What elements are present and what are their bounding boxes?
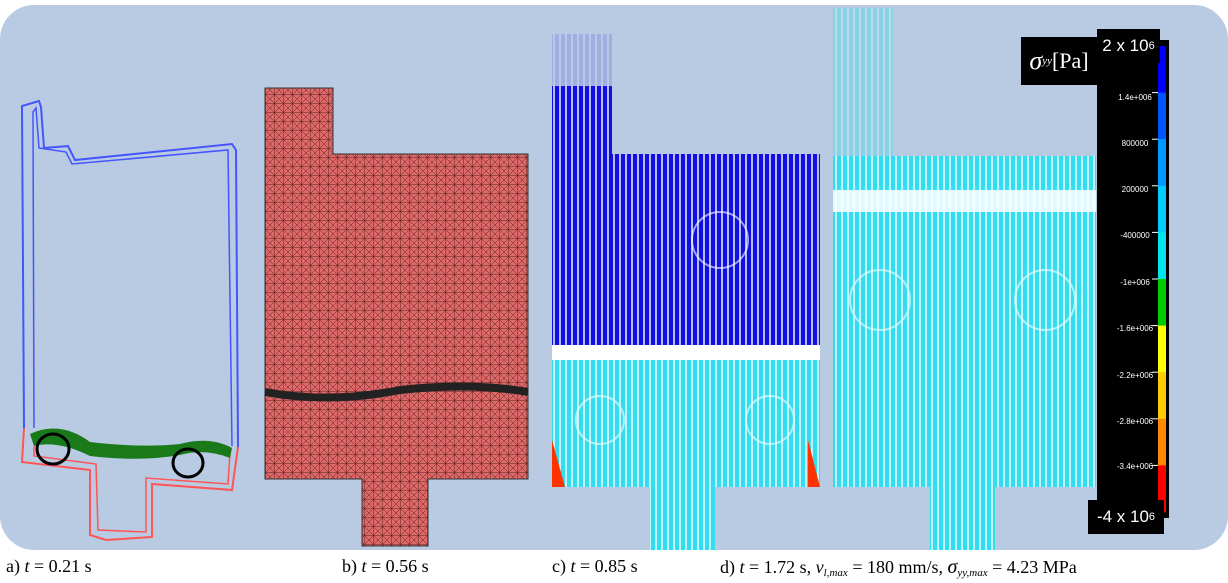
- flow-upper-region: [552, 86, 820, 345]
- panel-d: [833, 8, 1096, 550]
- caption-d: d) t = 1.72 s, vl,max = 180 mm/s, σyy,ma…: [720, 556, 1077, 579]
- colorbar-band: [1158, 325, 1166, 373]
- colorbar-tick: 200000: [1121, 185, 1149, 194]
- flow-lower-region: [552, 360, 820, 550]
- colorbar-band: [1158, 372, 1166, 420]
- colorbar-band: [1158, 465, 1166, 513]
- panel-c: [552, 34, 820, 550]
- colorbar-tick: -2.2e+006: [1116, 371, 1154, 380]
- domain-outline-upper: [20, 99, 239, 448]
- panel-b: [264, 87, 529, 547]
- colorbar-tick: -1e+006: [1120, 278, 1150, 287]
- mesh-domain: [264, 87, 529, 547]
- colorbar-tick: 1.4e+006: [1118, 93, 1152, 102]
- colorbar-band: [1158, 185, 1166, 233]
- panel-a: [20, 99, 239, 542]
- solidified-front: [30, 428, 232, 459]
- colorbar: [1097, 40, 1169, 518]
- caption-c: c) t = 0.85 s: [552, 556, 638, 576]
- defect-marker-right: [171, 447, 205, 479]
- colorbar-tick: -3.4e+006: [1116, 462, 1154, 471]
- caption-b: b) t = 0.56 s: [342, 556, 429, 576]
- colorbar-max-label: 2 x 10 6: [1097, 29, 1160, 63]
- colorbar-band: [1158, 139, 1166, 187]
- flow-domain-full: [833, 156, 1096, 550]
- colorbar-min-label: -4 x 10 6: [1088, 500, 1164, 534]
- domain-outline-lower: [20, 427, 239, 542]
- colorbar-tick: -1.6e+006: [1116, 324, 1154, 333]
- caption-a: a) t = 0.21 s: [6, 556, 92, 576]
- colorbar-tick: -2.8e+006: [1116, 417, 1154, 426]
- colorbar-tick: -400000: [1120, 231, 1150, 240]
- mesh-refinement-band: [264, 382, 529, 402]
- colorbar-tick: 800000: [1121, 139, 1149, 148]
- colorbar-band: [1158, 418, 1166, 466]
- colorbar-band: [1158, 92, 1166, 140]
- colorbar-band: [1158, 279, 1166, 327]
- colorbar-band: [1158, 232, 1166, 280]
- colorbar-band: [1158, 46, 1166, 94]
- colorbar-title: σ yy [Pa]: [1021, 37, 1097, 85]
- defect-marker-left: [35, 432, 71, 466]
